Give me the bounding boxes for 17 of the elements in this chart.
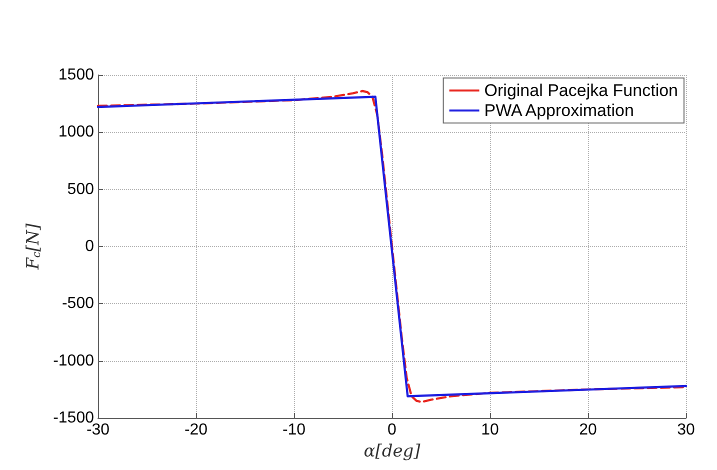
y-axis-title: Fc[N] [24, 223, 44, 271]
x-tick-label: -20 [184, 422, 208, 438]
x-tick-label: -30 [86, 422, 110, 438]
legend-label: PWA Approximation [484, 101, 634, 120]
x-tick-label: 30 [677, 422, 695, 438]
y-tick-label: 1000 [58, 124, 94, 141]
x-tick-label: -10 [282, 422, 306, 438]
y-tick-label: 0 [85, 238, 94, 255]
legend-label: Original Pacejka Function [484, 81, 678, 100]
y-tick-label: -1000 [53, 352, 94, 370]
y-tick-label: 1500 [58, 66, 94, 84]
x-tick-label: 10 [481, 422, 499, 438]
x-axis-title: α[deg] [364, 441, 421, 462]
y-tick-label: 500 [67, 180, 94, 198]
y-tick-label: -500 [62, 295, 94, 312]
x-tick-label: 0 [388, 422, 397, 438]
x-tick-label: 20 [579, 422, 597, 438]
